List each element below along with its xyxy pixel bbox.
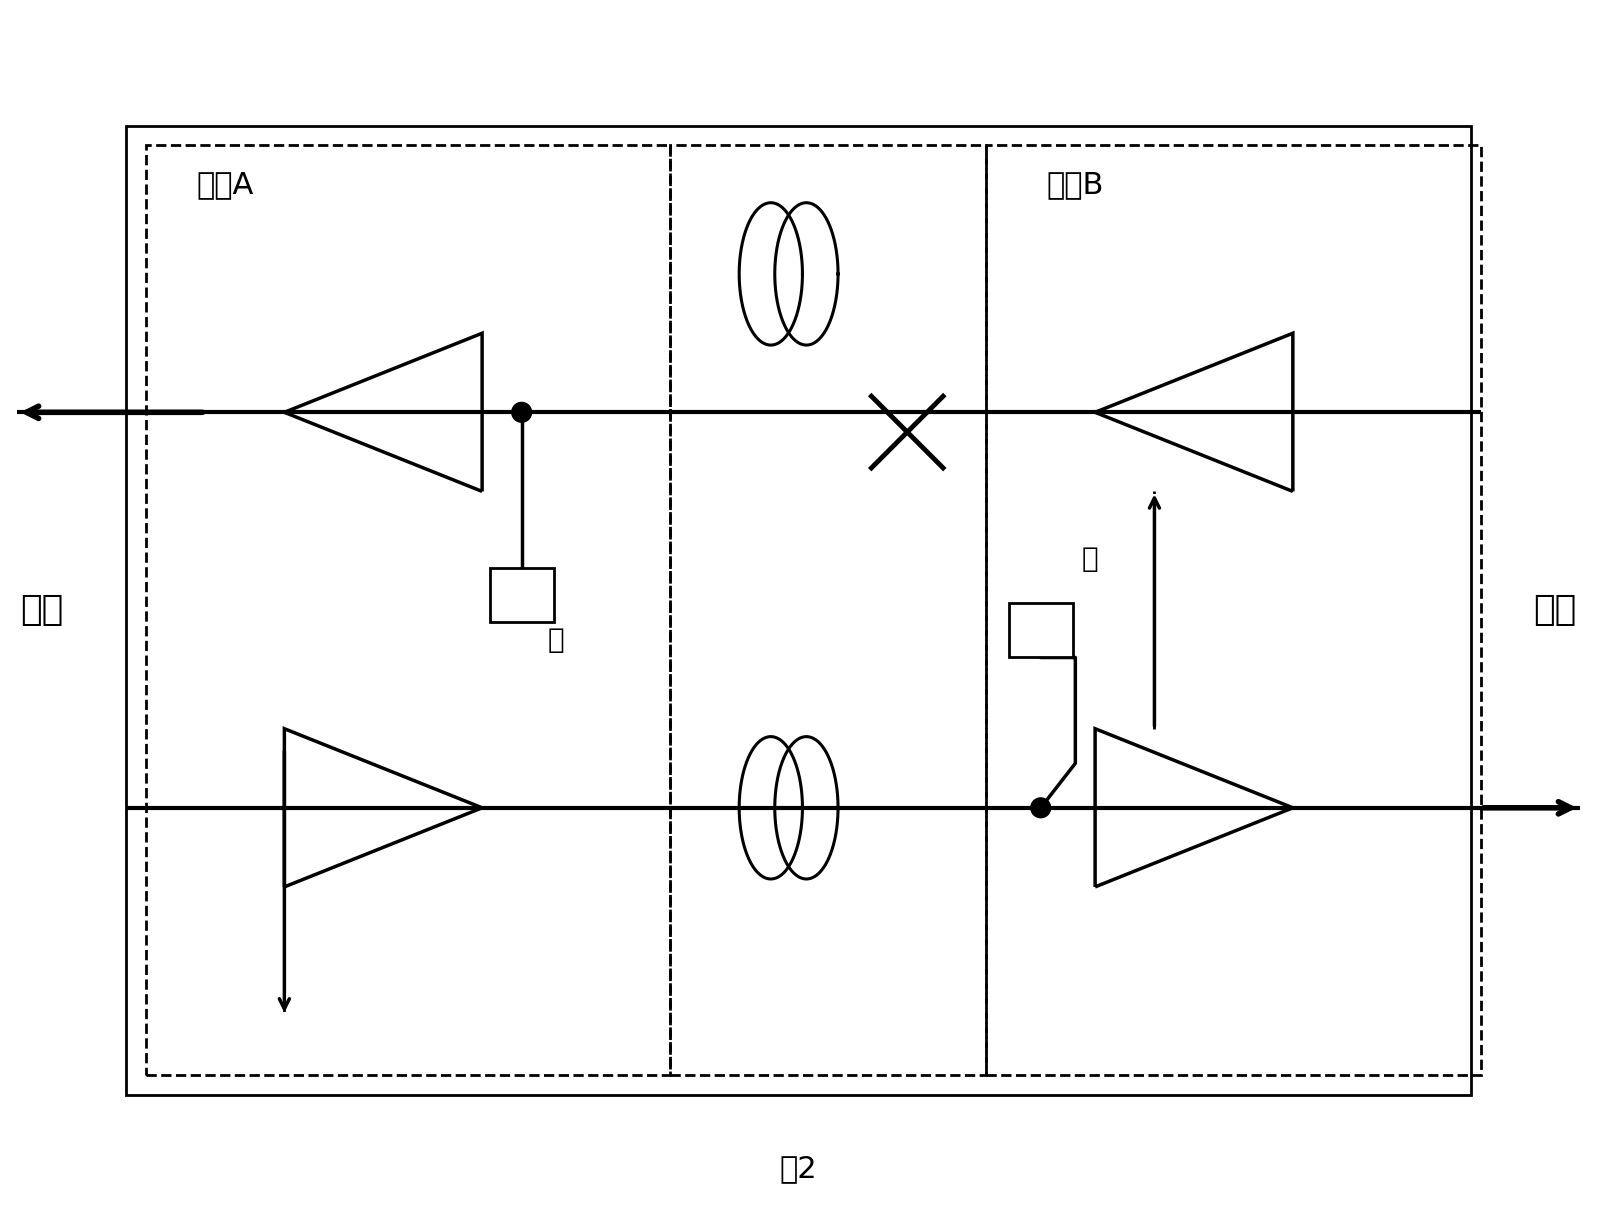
- Bar: [671, 145, 987, 1075]
- Text: 节点A: 节点A: [196, 171, 254, 199]
- Bar: [490, 568, 554, 622]
- Circle shape: [1030, 798, 1051, 818]
- Bar: [1009, 603, 1073, 657]
- Circle shape: [511, 402, 532, 422]
- Text: 泵: 泵: [548, 626, 565, 653]
- Bar: [987, 145, 1480, 1075]
- Text: 东向: 东向: [1533, 593, 1576, 627]
- Bar: [126, 125, 1471, 1095]
- Text: 节点B: 节点B: [1046, 171, 1104, 199]
- Text: 图2: 图2: [779, 1154, 818, 1183]
- Text: 西向: 西向: [21, 593, 64, 627]
- Bar: [145, 145, 671, 1075]
- Text: 泵: 泵: [1081, 545, 1099, 573]
